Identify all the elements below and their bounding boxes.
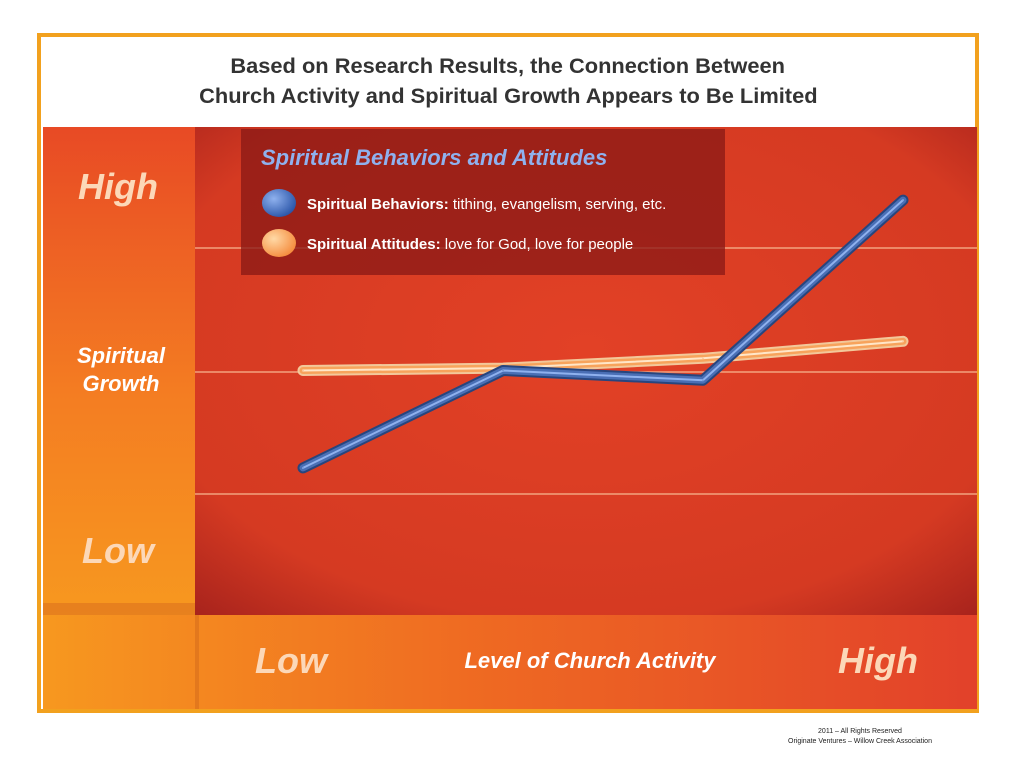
- chart: High Spiritual Growth Low Low Level of C…: [43, 127, 977, 709]
- legend-attitudes-text: Spiritual Attitudes: love for God, love …: [307, 236, 633, 253]
- legend-behaviors-colon: :: [444, 196, 453, 213]
- series-spiritual-behaviors-point: [902, 199, 904, 201]
- chart-title-line-2: Church Activity and Spiritual Growth App…: [198, 85, 818, 108]
- y-panel-shadow: [43, 603, 195, 615]
- series-spiritual-behaviors-point: [502, 370, 504, 371]
- footer-line-2: Originate Ventures – Willow Creek Associ…: [788, 738, 932, 745]
- series-layer: [297, 194, 909, 474]
- legend-behaviors-text: Spiritual Behaviors: tithing, evangelism…: [307, 196, 666, 213]
- footer-line-1: 2011 – All Rights Reserved: [818, 728, 902, 735]
- y-axis-label-line-2: Growth: [83, 371, 160, 396]
- legend-behaviors-marker: [262, 189, 296, 217]
- x-panel-divider: [195, 615, 199, 709]
- legend-box: [241, 129, 725, 275]
- series-spiritual-behaviors-highlight: [302, 199, 904, 469]
- legend-title: Spiritual Behaviors and Attitudes: [261, 145, 607, 170]
- footer: 2011 – All Rights Reserved Originate Ven…: [700, 727, 1020, 747]
- legend-behaviors-name: Spiritual Behaviors: [307, 196, 444, 213]
- y-axis-label-line-1: Spiritual: [77, 343, 166, 368]
- series-spiritual-attitudes-point: [902, 340, 904, 342]
- x-high-label: High: [838, 640, 918, 681]
- legend-attitudes-description: love for God, love for people: [445, 236, 633, 253]
- chart-title: Based on Research Results, the Connectio…: [41, 37, 975, 127]
- y-axis-panel: [43, 127, 195, 615]
- series-spiritual-behaviors-point: [702, 379, 704, 381]
- series-spiritual-behaviors-point: [302, 467, 304, 469]
- chart-svg: High Spiritual Growth Low Low Level of C…: [43, 127, 977, 709]
- series-spiritual-attitudes-highlight: [302, 340, 904, 372]
- legend-behaviors-description: tithing, evangelism, serving, etc.: [453, 196, 666, 213]
- y-low-label: Low: [82, 530, 156, 571]
- chart-title-line-1: Based on Research Results, the Connectio…: [230, 55, 786, 78]
- series-spiritual-attitudes-point: [702, 357, 704, 359]
- series-spiritual-attitudes-point: [302, 370, 304, 371]
- legend-attitudes-name: Spiritual Attitudes: [307, 236, 436, 253]
- y-high-label: High: [78, 166, 158, 207]
- legend: Spiritual Behaviors and Attitudes Spirit…: [241, 129, 725, 275]
- x-axis-panel: [43, 615, 977, 709]
- x-low-label: Low: [255, 640, 329, 681]
- x-axis-label: Level of Church Activity: [464, 648, 717, 673]
- legend-attitudes-colon: :: [436, 236, 445, 253]
- slide-frame: Based on Research Results, the Connectio…: [37, 33, 979, 713]
- legend-attitudes-marker: [262, 229, 296, 257]
